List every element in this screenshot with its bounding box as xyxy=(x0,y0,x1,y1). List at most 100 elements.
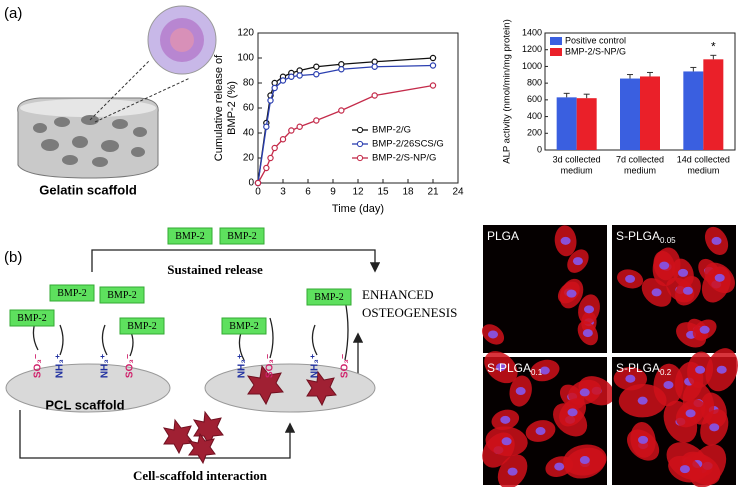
nucleus xyxy=(560,236,571,245)
nucleus xyxy=(682,286,693,295)
nucleus xyxy=(515,387,526,396)
bmp-box xyxy=(49,284,95,302)
bmp-label: BMP-2 xyxy=(227,231,256,242)
y-tick-label: 1000 xyxy=(522,61,542,71)
nucleus xyxy=(625,374,636,383)
data-point xyxy=(271,144,278,152)
panel-label: (b) xyxy=(4,249,22,266)
diagram xyxy=(19,249,381,459)
interaction-label: Cell-scaffold interaction xyxy=(133,468,268,483)
path-shape xyxy=(17,97,159,179)
nucleus xyxy=(659,261,670,270)
label-base: S-PLGA xyxy=(616,229,660,243)
panel-label: (a) xyxy=(4,5,22,22)
x-tick-label: 24 xyxy=(452,187,464,198)
ellipse-shape xyxy=(20,99,156,117)
polyline-shape xyxy=(19,410,296,459)
nucleus xyxy=(535,427,546,436)
x-tick-label: medium xyxy=(561,165,593,175)
chem-group: NH₃⁺ xyxy=(310,354,321,378)
y-tick-label: 120 xyxy=(237,28,254,39)
bmp-label: BMP-2 xyxy=(229,321,258,332)
path-shape xyxy=(162,418,194,455)
data-point xyxy=(313,71,320,78)
y-tick-label: 400 xyxy=(527,111,542,121)
nucleus xyxy=(637,396,648,405)
scaffold-image xyxy=(17,5,217,179)
chem-group: SO₃⁻ xyxy=(340,354,351,378)
chem-group: NH₃⁺ xyxy=(237,354,248,378)
bar xyxy=(576,98,597,150)
nucleus xyxy=(539,366,550,375)
bar xyxy=(640,76,660,150)
nucleus xyxy=(716,365,727,374)
cells xyxy=(162,364,337,465)
micrograph-label: S-PLGA0.1 xyxy=(487,361,543,377)
legend-label: BMP-2/G xyxy=(372,125,411,136)
x-tick-label: 3 xyxy=(280,187,286,198)
legend-label: BMP-2/S-NP/G xyxy=(565,46,626,56)
chem-group: NH₃⁺ xyxy=(100,354,111,378)
y-tick-label: 800 xyxy=(527,78,542,88)
ellipse-shape xyxy=(41,139,59,151)
nucleus xyxy=(709,423,720,432)
x-tick-label: 18 xyxy=(402,187,414,198)
data-point xyxy=(254,179,262,187)
data-point xyxy=(371,92,378,99)
micrograph-label: S-PLGA0.2 xyxy=(616,361,672,377)
bmp-box xyxy=(221,317,267,335)
label-base: PLGA xyxy=(487,229,519,243)
x-tick-label: medium xyxy=(624,165,656,175)
nucleus xyxy=(714,273,725,282)
nucleus xyxy=(625,274,636,283)
micrograph: PLGA xyxy=(481,225,607,353)
micrograph: S-PLGA0.05 xyxy=(612,225,736,353)
nucleus xyxy=(566,289,577,298)
y-axis-label: Cumulative release of xyxy=(213,54,225,161)
bmp-label: BMP-2 xyxy=(127,321,156,332)
legend-label: BMP-2/S-NP/G xyxy=(372,153,436,164)
x-tick-label: 12 xyxy=(352,187,364,198)
y-tick-label: 1400 xyxy=(522,27,542,37)
outcome-label: OSTEOGENESIS xyxy=(362,305,457,320)
bmp-label: BMP-2 xyxy=(314,292,343,303)
nucleus xyxy=(678,268,689,277)
bmp-box xyxy=(119,317,165,335)
data-point xyxy=(429,62,437,69)
nucleus xyxy=(711,236,722,245)
bmp-label: BMP-2 xyxy=(175,231,204,242)
ellipse-shape xyxy=(92,157,108,167)
legend-swatch xyxy=(550,37,562,45)
nucleus xyxy=(501,437,512,446)
ellipse-shape xyxy=(101,140,119,152)
data-point xyxy=(279,136,287,143)
label-sub: 0.05 xyxy=(660,236,676,245)
circle-shape xyxy=(170,28,194,52)
data-point xyxy=(313,63,320,70)
path-shape xyxy=(32,299,349,361)
nucleus xyxy=(507,467,518,476)
bmp-box xyxy=(306,288,352,306)
x-tick-label: 7d collected xyxy=(616,154,664,164)
y-tick-label: 200 xyxy=(527,128,542,138)
nucleus xyxy=(500,415,511,424)
data-point xyxy=(338,66,345,73)
bmp-label: BMP-2 xyxy=(107,290,136,301)
y-tick-label: 40 xyxy=(243,128,255,139)
data-point xyxy=(267,97,274,104)
chem-group: SO₃⁻ xyxy=(125,354,136,378)
micrograph: S-PLGA0.1 xyxy=(482,351,615,489)
label-base: S-PLGA xyxy=(616,361,660,375)
data-point xyxy=(288,73,295,80)
bmp-label: BMP-2 xyxy=(17,313,46,324)
ellipse-shape xyxy=(54,117,70,127)
bmp-box xyxy=(219,227,265,245)
nucleus xyxy=(488,330,499,339)
data-point xyxy=(313,117,320,124)
ellipse-shape xyxy=(33,123,47,133)
y-tick-label: 0 xyxy=(537,144,542,154)
ellipse-shape xyxy=(62,155,78,165)
data-point xyxy=(263,123,270,130)
x-tick-label: 6 xyxy=(305,187,311,198)
